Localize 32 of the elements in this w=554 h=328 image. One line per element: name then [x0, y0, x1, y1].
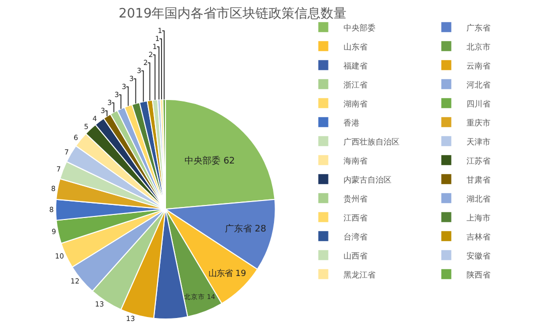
legend-label: 江苏省 — [466, 156, 490, 166]
legend-label: 北京市 — [466, 42, 490, 52]
legend-label: 江西省 — [343, 213, 368, 222]
data-label: 中央部委 62 — [184, 155, 235, 166]
legend-label: 山西省 — [343, 251, 368, 260]
legend-label: 香港 — [343, 118, 360, 128]
legend-label: 贵州省 — [343, 194, 368, 204]
legend-label: 广东省 — [466, 23, 490, 32]
legend-label: 中央部委 — [343, 23, 376, 32]
legend-label: 黑龙江省 — [343, 270, 376, 280]
legend-label: 浙江省 — [343, 80, 368, 90]
legend-label: 上海市 — [466, 213, 490, 222]
legend-label: 甘肃省 — [466, 175, 490, 184]
legend-label: 云南省 — [466, 61, 490, 70]
legend-label: 台湾省 — [343, 232, 368, 242]
legend-label: 广西壮族自治区 — [343, 137, 400, 146]
legend-label: 福建省 — [343, 61, 368, 70]
legend-label: 河北省 — [466, 80, 490, 90]
legend-label: 天津市 — [466, 137, 490, 146]
legend-label: 海南省 — [343, 156, 368, 166]
chart-title: 2019年国内各省市区块链政策信息数量 — [118, 6, 347, 22]
legend-label: 湖北省 — [466, 194, 490, 204]
legend-label: 湖南省 — [343, 99, 368, 108]
legend-label: 重庆市 — [466, 118, 490, 128]
legend-label: 吉林省 — [466, 232, 490, 242]
legend-label: 四川省 — [466, 99, 490, 108]
data-label: 山东省 19 — [208, 268, 246, 278]
data-label: 广东省 28 — [224, 224, 267, 235]
legend-label: 安徽省 — [466, 251, 490, 260]
legend-label: 内蒙古自治区 — [343, 175, 392, 184]
legend-label: 陕西省 — [466, 270, 490, 280]
legend-label: 山东省 — [343, 42, 368, 52]
